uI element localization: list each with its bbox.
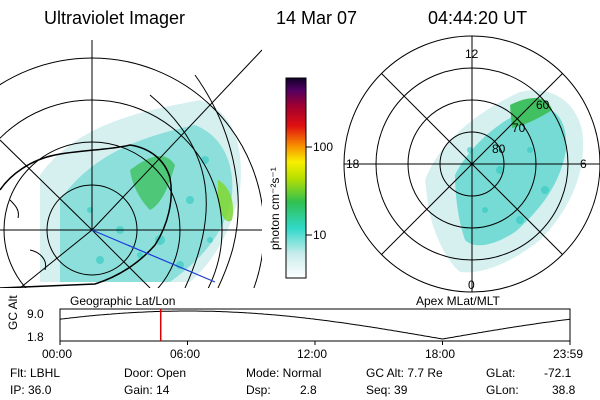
right-panel-caption: Apex MLat/MLT [416, 294, 500, 308]
mlt-label-12: 12 [465, 47, 479, 61]
info-glat-label: GLat: [486, 366, 516, 380]
info-glon-label: GLon: [486, 383, 519, 397]
info-ip: IP: 36.0 [10, 383, 52, 397]
instrument-title: Ultraviolet Imager [44, 8, 186, 28]
info-dsp-label: Dsp: [246, 383, 271, 397]
coastline-detail [9, 199, 47, 271]
mlat-label-70: 70 [512, 121, 526, 135]
timeline-ticks [59, 341, 571, 345]
info-glon-value: 38.8 [552, 383, 576, 397]
polar-spokes [344, 36, 600, 292]
info-seq: Seq: 39 [366, 383, 408, 397]
geographic-map [0, 40, 262, 288]
colorbar-label-10: 10 [313, 228, 327, 242]
timeline-y-top: 9.0 [27, 307, 44, 321]
coastline [0, 144, 172, 288]
timeline-x-0: 00:00 [42, 347, 73, 361]
info-filter: Flt: LBHL [10, 366, 61, 380]
info-gain: Gain: 14 [124, 383, 170, 397]
timeline-x-4: 23:59 [553, 347, 584, 361]
mlt-label-6: 6 [580, 157, 587, 171]
mlt-label-18: 18 [346, 157, 360, 171]
timeline-axis-title: GC Alt [6, 295, 20, 330]
aurora-bright-2 [218, 180, 234, 222]
info-dsp-value: 2.8 [300, 383, 317, 397]
polar-speckle [467, 147, 549, 224]
mlt-label-0: 0 [468, 278, 475, 292]
info-door: Door: Open [124, 366, 187, 380]
mlat-label-80: 80 [492, 142, 506, 156]
footprint-track [91, 229, 216, 283]
timeline-frame [59, 308, 571, 342]
polar-aurora-bright [510, 98, 552, 128]
timeline-y-bottom: 1.8 [27, 330, 44, 344]
time-label: 04:44:20 UT [428, 8, 528, 28]
terminator-line [149, 94, 207, 288]
date-label: 14 Mar 07 [276, 8, 358, 28]
polar-plot [343, 35, 600, 293]
info-gc-alt: GC Alt: 7.7 Re [366, 366, 443, 380]
timeline-x-2: 12:00 [297, 347, 328, 361]
terminator-line-2 [194, 74, 239, 288]
altitude-curve [59, 310, 571, 340]
orbit-timeline [59, 308, 571, 345]
left-panel-caption: Geographic Lat/Lon [70, 294, 176, 308]
timeline-x-1: 06:00 [170, 347, 201, 361]
timeline-x-3: 18:00 [425, 347, 456, 361]
colorbar-label-100: 100 [313, 140, 334, 154]
aurora-bright-1 [130, 155, 175, 210]
colorbar-unit-label: photon cm⁻²s⁻¹ [268, 167, 282, 250]
color-bar [285, 77, 307, 279]
info-mode: Mode: Normal [246, 366, 322, 380]
meridians [0, 40, 262, 288]
info-glat-value: -72.1 [544, 366, 572, 380]
mlat-label-60: 60 [536, 98, 550, 112]
